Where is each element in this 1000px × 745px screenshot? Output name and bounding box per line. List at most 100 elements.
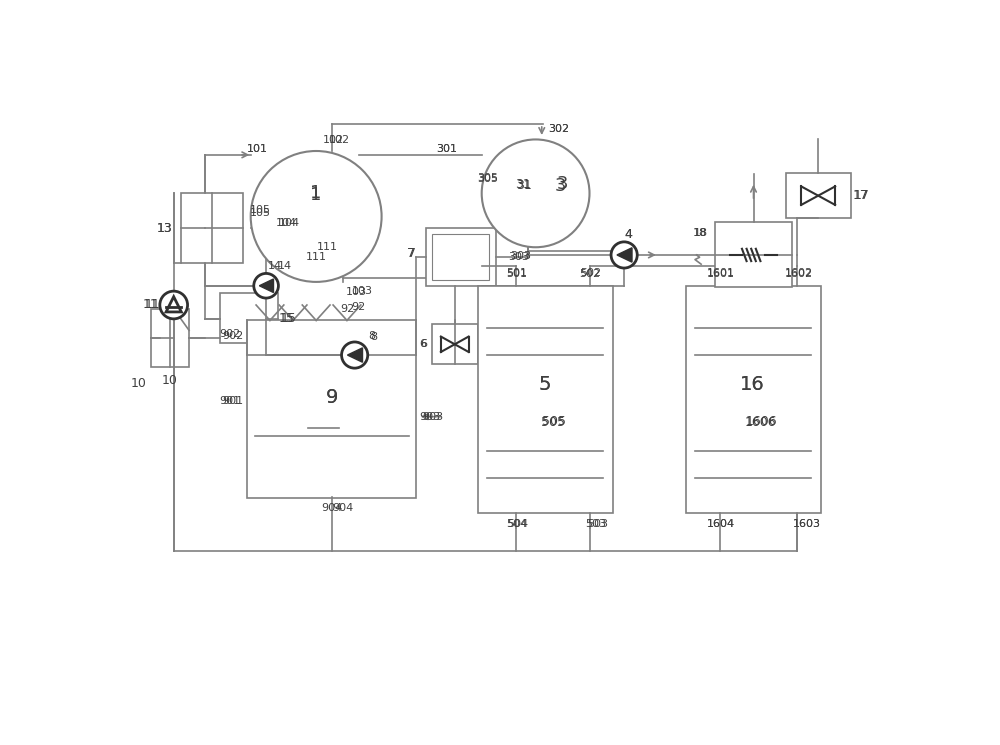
Text: 18: 18 xyxy=(694,229,708,238)
Text: 503: 503 xyxy=(587,519,608,529)
Text: 1603: 1603 xyxy=(793,519,821,530)
Text: 111: 111 xyxy=(306,253,327,262)
Text: 92: 92 xyxy=(351,302,366,311)
Text: 1606: 1606 xyxy=(746,415,778,428)
Text: 1604: 1604 xyxy=(706,519,734,529)
Text: 15: 15 xyxy=(280,312,296,326)
Circle shape xyxy=(254,273,278,298)
Text: 31: 31 xyxy=(516,179,532,192)
Text: 9: 9 xyxy=(325,388,338,407)
Text: 103: 103 xyxy=(352,286,373,297)
Circle shape xyxy=(611,242,637,268)
Text: 6: 6 xyxy=(419,339,426,349)
Text: 301: 301 xyxy=(437,144,458,153)
Text: 11: 11 xyxy=(144,299,160,311)
Text: 1: 1 xyxy=(310,184,322,203)
Circle shape xyxy=(251,151,382,282)
Text: 104: 104 xyxy=(279,218,300,228)
Text: 3: 3 xyxy=(557,175,568,193)
Text: 15: 15 xyxy=(279,312,295,326)
Text: 8: 8 xyxy=(370,332,377,341)
Bar xyxy=(151,309,189,367)
Text: 31: 31 xyxy=(515,177,531,191)
Text: 501: 501 xyxy=(506,268,527,279)
Text: 903: 903 xyxy=(420,412,441,422)
Text: 503: 503 xyxy=(585,519,606,530)
Text: 13: 13 xyxy=(157,221,172,235)
Text: 1604: 1604 xyxy=(706,519,734,530)
Text: 305: 305 xyxy=(477,173,498,183)
Text: 904: 904 xyxy=(321,504,342,513)
Text: 505: 505 xyxy=(541,416,565,429)
Text: 1601: 1601 xyxy=(706,269,734,279)
Bar xyxy=(181,194,243,263)
Circle shape xyxy=(160,291,188,319)
Text: 10: 10 xyxy=(162,374,178,387)
Text: 17: 17 xyxy=(854,189,870,202)
Bar xyxy=(786,174,851,218)
Text: 4: 4 xyxy=(624,229,632,241)
Polygon shape xyxy=(347,348,363,362)
Text: 7: 7 xyxy=(407,247,415,260)
Text: 302: 302 xyxy=(548,124,569,133)
Text: 102: 102 xyxy=(329,136,350,145)
Text: 902: 902 xyxy=(222,331,244,340)
Text: 18: 18 xyxy=(693,228,707,238)
Text: 502: 502 xyxy=(579,269,600,279)
Text: 16: 16 xyxy=(740,375,765,394)
Text: 901: 901 xyxy=(222,396,244,406)
Circle shape xyxy=(482,139,590,247)
Text: 1606: 1606 xyxy=(745,416,776,429)
Text: 302: 302 xyxy=(548,124,569,133)
Text: 1603: 1603 xyxy=(793,519,821,529)
Text: 505: 505 xyxy=(542,415,566,428)
Bar xyxy=(478,286,613,513)
Text: 303: 303 xyxy=(510,252,531,261)
Text: 1602: 1602 xyxy=(785,268,813,279)
Text: 502: 502 xyxy=(580,268,602,279)
Text: 11: 11 xyxy=(143,299,158,311)
Text: 303: 303 xyxy=(508,253,529,262)
Bar xyxy=(686,286,820,513)
Bar xyxy=(426,228,496,286)
Text: 104: 104 xyxy=(276,218,297,228)
Polygon shape xyxy=(617,248,632,262)
Text: 5: 5 xyxy=(539,375,551,394)
Text: 17: 17 xyxy=(853,189,868,202)
Text: 901: 901 xyxy=(219,396,240,406)
Text: 504: 504 xyxy=(507,519,528,529)
Text: 105: 105 xyxy=(250,206,271,215)
Text: 1602: 1602 xyxy=(785,269,813,279)
Text: 904: 904 xyxy=(332,504,354,513)
Text: 7: 7 xyxy=(408,247,416,260)
Text: 5: 5 xyxy=(539,375,551,394)
Text: 102: 102 xyxy=(323,136,344,145)
Bar xyxy=(432,234,489,279)
Text: 111: 111 xyxy=(317,242,338,253)
Bar xyxy=(715,222,792,288)
Text: 1: 1 xyxy=(310,186,322,204)
Text: 103: 103 xyxy=(346,287,367,297)
Text: 105: 105 xyxy=(250,208,271,218)
Text: 16: 16 xyxy=(740,375,765,394)
Text: 4: 4 xyxy=(624,229,632,241)
Bar xyxy=(220,294,278,343)
Text: 92: 92 xyxy=(340,304,354,314)
Circle shape xyxy=(342,342,368,368)
Text: 1601: 1601 xyxy=(706,268,734,279)
Text: 504: 504 xyxy=(506,519,527,530)
Bar xyxy=(247,320,416,498)
Text: 101: 101 xyxy=(246,144,267,153)
Text: 14: 14 xyxy=(268,261,282,270)
Text: 3: 3 xyxy=(554,177,566,194)
Text: 8: 8 xyxy=(368,331,375,340)
Text: 6: 6 xyxy=(420,339,427,349)
Text: 902: 902 xyxy=(219,329,241,339)
Text: 305: 305 xyxy=(477,174,498,185)
Text: 13: 13 xyxy=(157,221,172,235)
Text: 9: 9 xyxy=(325,388,338,407)
Text: 10: 10 xyxy=(131,377,147,390)
Text: 101: 101 xyxy=(246,144,267,153)
Text: 14: 14 xyxy=(278,261,292,271)
Polygon shape xyxy=(259,279,273,293)
